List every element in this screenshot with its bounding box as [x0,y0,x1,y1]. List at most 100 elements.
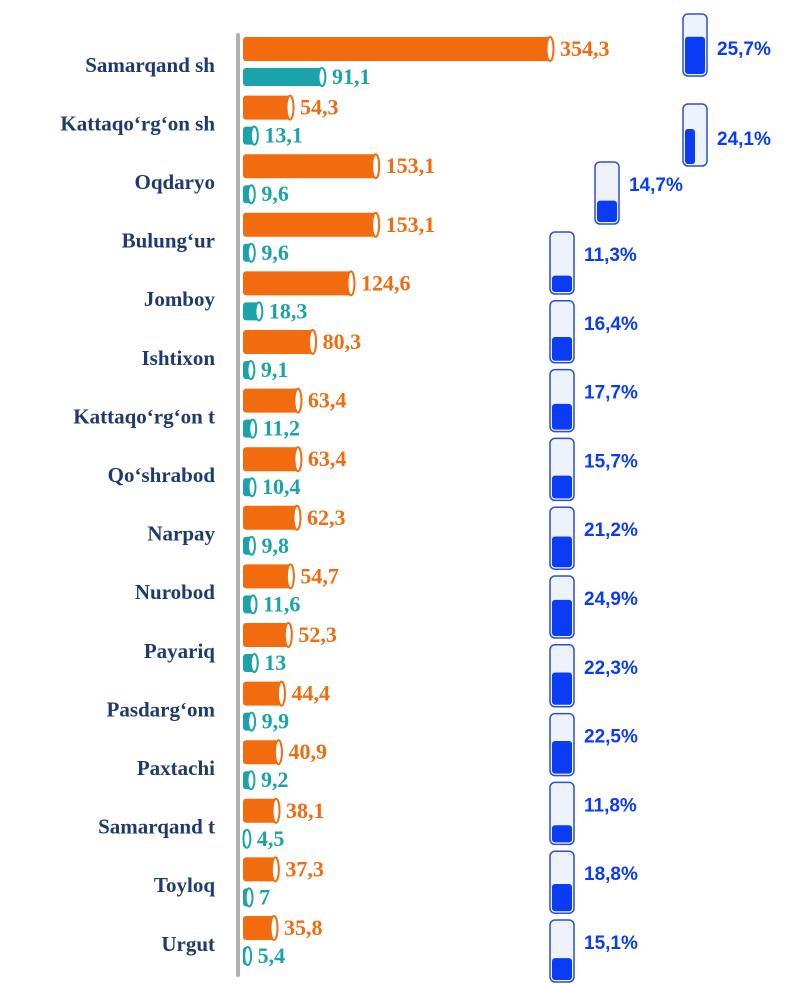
category-label: Paxtachi [137,756,215,780]
value-label: 44,4 [291,681,330,706]
category-label: Narpay [147,522,215,546]
bar-cap [244,887,254,908]
value-label: 18,3 [269,298,308,323]
gauge-fill [552,958,572,980]
category-label: Kattaqo‘rg‘on t [73,404,215,428]
value-label: 9,6 [261,240,289,265]
percent-label: 18,8% [584,864,638,885]
value-label: 38,1 [286,798,325,823]
value-label: 40,9 [288,739,327,764]
category-label: Bulung‘ur [122,229,215,253]
value-label: 52,3 [298,622,337,647]
bar-cap [285,563,295,590]
bar-cap [293,446,303,473]
value-label: 124,6 [361,270,411,295]
percent-label: 25,7% [717,39,771,60]
bar-cap [248,594,258,615]
category-label: Ishtixon [141,346,215,370]
value-label: 13 [264,650,286,675]
category-label: Payariq [144,639,215,663]
category-label: Kattaqo‘rg‘on sh [60,111,215,135]
category-label: Urgut [161,932,215,956]
value-label: 80,3 [323,329,362,354]
category-label: Oqdaryo [134,170,215,194]
category-label: Samarqand sh [85,53,215,77]
bar [243,212,376,237]
value-label: 9,1 [261,357,289,382]
percent-label: 17,7% [584,383,638,404]
bar-cap [285,94,295,121]
bar [243,154,376,179]
category-label: Nurobod [135,580,215,604]
bar-cap [246,770,256,791]
bar-cap [243,946,253,966]
percent-label: 14,7% [629,175,683,196]
bar-cap [292,504,302,531]
bar-cap [545,36,555,62]
bar [243,505,297,530]
bar-cap [246,360,256,380]
value-label: 11,2 [263,416,300,441]
bar-cap [242,828,252,849]
gauge-fill [685,36,705,74]
bar-cap [249,125,259,146]
bar [243,740,279,765]
value-label: 9,2 [261,767,289,792]
category-label: Samarqand t [98,815,215,839]
gauge-fill [552,599,572,636]
category-label: Toyloq [154,873,215,897]
bar-cap [273,739,283,766]
value-label: 91,1 [332,64,371,89]
value-label: 9,6 [261,181,289,206]
bar [243,681,282,706]
bar-cap [246,242,256,263]
gauge-fill [552,475,572,499]
percent-label: 11,8% [584,795,637,816]
value-label: 153,1 [386,153,436,178]
value-label: 5,4 [258,943,286,968]
value-label: 63,4 [308,446,347,471]
gauge-fill [552,536,572,568]
bar-cap [247,477,257,498]
bar-cap [247,711,257,732]
bar-cap [254,301,264,322]
value-label: 54,3 [300,95,339,120]
percent-label: 16,4% [584,314,638,335]
category-label: Jomboy [144,287,216,311]
value-label: 9,8 [261,533,289,558]
percent-label: 15,7% [584,451,638,472]
percent-label: 22,5% [584,727,638,748]
bar-cap [283,622,293,648]
value-label: 354,3 [560,36,610,61]
bar-cap [271,797,281,824]
value-label: 54,7 [300,563,339,588]
category-label: Pasdarg‘om [107,697,216,721]
bar-cap [246,184,256,205]
percent-label: 24,1% [717,129,771,150]
value-label: 37,3 [285,856,324,881]
bar-cap [249,653,259,673]
gauge-fill [552,825,572,843]
gauge-fill [552,672,572,705]
value-label: 7 [259,884,270,909]
bar-cap [269,915,279,941]
gauge-fill [597,200,617,222]
bar [243,857,276,882]
gauge-fill [552,740,572,774]
bar-cap [346,270,356,297]
value-label: 11,6 [263,591,300,616]
bar [243,330,313,354]
bar-cap [293,387,303,414]
bar-cap [270,856,280,883]
bar [243,95,291,120]
value-label: 4,5 [257,826,285,851]
bar-cap [308,329,318,355]
bar [243,37,550,61]
gauge-fill [552,403,572,430]
bar-cap [371,211,381,238]
percent-label: 15,1% [584,933,638,954]
value-label: 10,4 [262,474,301,499]
bar-cap [248,418,258,439]
value-label: 153,1 [386,212,436,237]
